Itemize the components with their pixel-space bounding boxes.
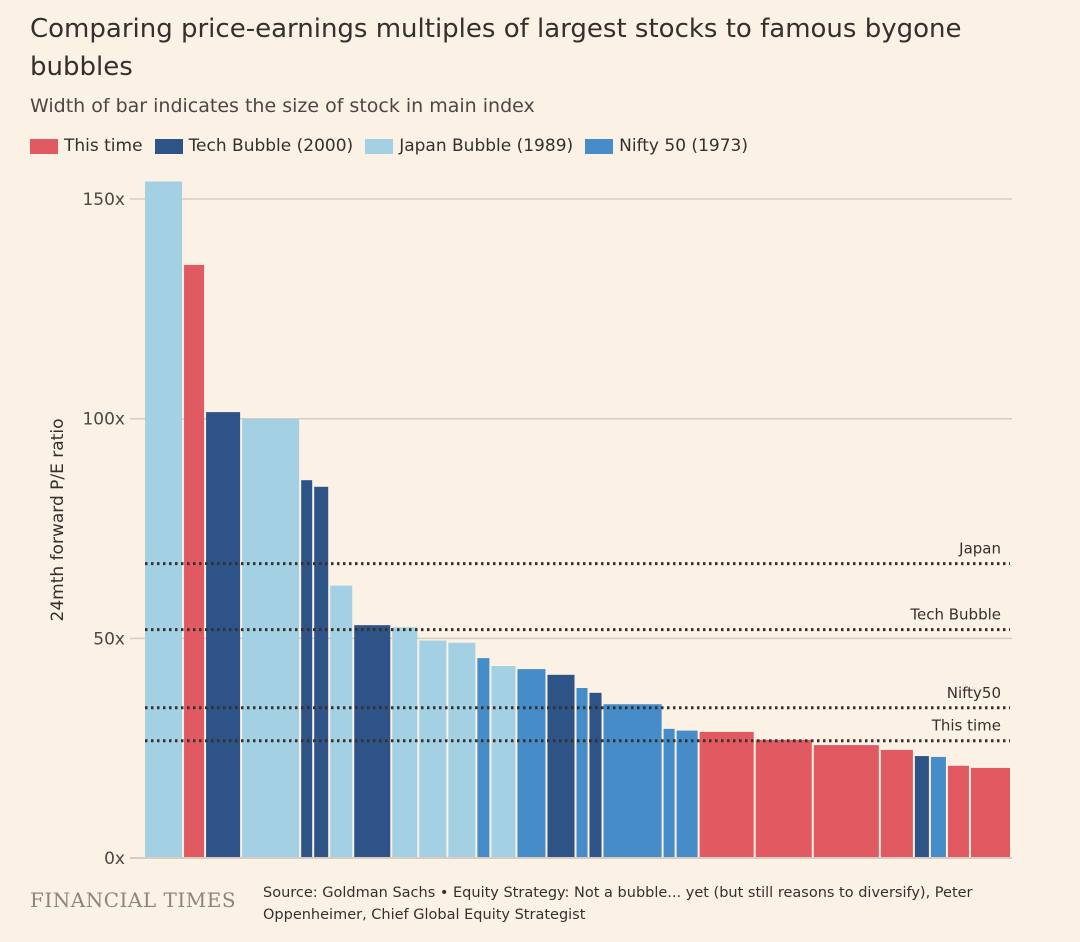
legend-label: Nifty 50 (1973) bbox=[619, 136, 748, 156]
bar bbox=[184, 264, 205, 858]
bar bbox=[145, 181, 183, 858]
bar bbox=[206, 412, 241, 858]
reference-line-label: Nifty50 bbox=[947, 684, 1001, 702]
y-axis-label: 24mth forward P/E ratio bbox=[48, 419, 68, 622]
bar bbox=[301, 480, 313, 858]
legend-item-this-time: This time bbox=[30, 136, 143, 156]
legend: This time Tech Bubble (2000) Japan Bubbl… bbox=[30, 136, 748, 156]
bar bbox=[970, 767, 1010, 858]
reference-line-label: Tech Bubble bbox=[909, 606, 1001, 624]
bar bbox=[491, 666, 516, 858]
legend-label: Japan Bubble (1989) bbox=[399, 136, 574, 156]
bar bbox=[813, 745, 879, 858]
legend-item-nifty-50: Nifty 50 (1973) bbox=[585, 136, 748, 156]
legend-label: Tech Bubble (2000) bbox=[188, 136, 354, 156]
chart-title: Comparing price-earnings multiples of la… bbox=[30, 14, 962, 82]
bar bbox=[392, 627, 418, 858]
source-note: Source: Goldman Sachs • Equity Strategy:… bbox=[263, 885, 973, 923]
legend-swatch bbox=[585, 138, 614, 154]
bar bbox=[547, 674, 575, 858]
bar bbox=[330, 585, 353, 858]
bar bbox=[354, 625, 391, 858]
bar bbox=[755, 739, 812, 858]
legend-swatch bbox=[30, 138, 58, 154]
bar bbox=[517, 669, 546, 858]
bar bbox=[603, 704, 662, 858]
legend-swatch bbox=[154, 138, 183, 154]
legend-label: This time bbox=[64, 136, 143, 156]
ft-logo: FINANCIAL TIMES bbox=[30, 888, 237, 912]
bar bbox=[314, 486, 329, 858]
y-tick-label: 50x bbox=[93, 629, 125, 649]
bar bbox=[448, 642, 476, 858]
bar bbox=[676, 730, 698, 858]
bar bbox=[663, 728, 675, 858]
reference-line-label: This time bbox=[931, 717, 1001, 735]
bar bbox=[242, 418, 300, 858]
bar bbox=[576, 687, 588, 858]
chart-subtitle: Width of bar indicates the size of stock… bbox=[30, 95, 535, 117]
bar bbox=[880, 749, 913, 858]
bar bbox=[477, 658, 490, 858]
y-tick-label: 100x bbox=[82, 410, 125, 430]
reference-line-label: Japan bbox=[958, 540, 1001, 558]
y-tick-label: 0x bbox=[104, 849, 125, 869]
legend-item-tech-bubble: Tech Bubble (2000) bbox=[154, 136, 354, 156]
bar bbox=[699, 731, 754, 858]
bar bbox=[419, 640, 447, 858]
bar bbox=[589, 692, 602, 858]
legend-item-japan-bubble: Japan Bubble (1989) bbox=[365, 136, 573, 156]
legend-swatch bbox=[365, 138, 394, 154]
bar bbox=[930, 756, 946, 858]
y-tick-label: 150x bbox=[82, 190, 125, 210]
bar bbox=[914, 756, 929, 858]
bar bbox=[947, 765, 969, 858]
